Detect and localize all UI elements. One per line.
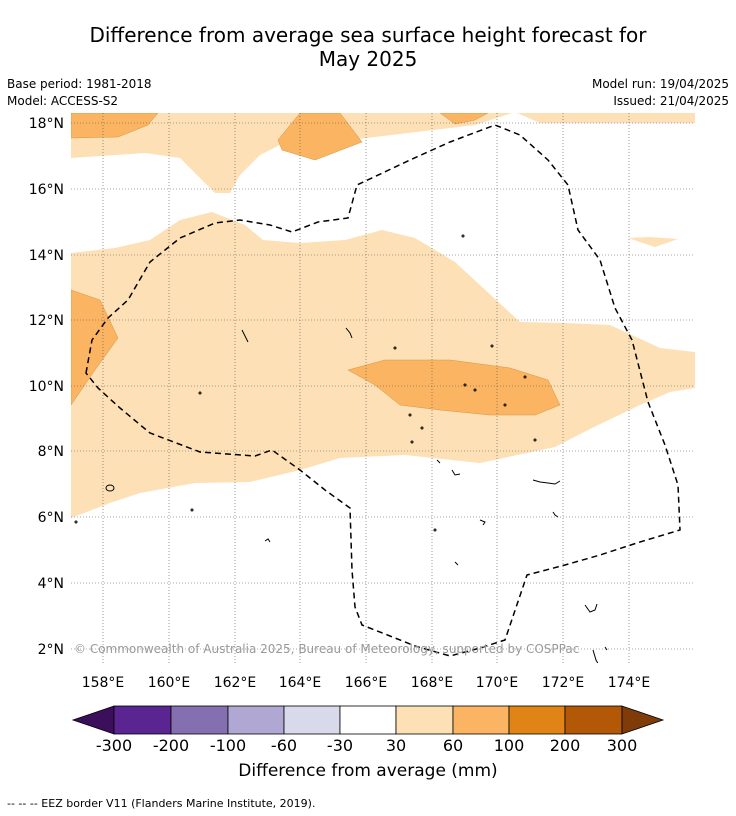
anomaly-area-60-100-ne bbox=[439, 113, 489, 125]
eez-border bbox=[85, 124, 681, 657]
colorbar-title: Difference from average (mm) bbox=[238, 761, 498, 781]
lat-label-16n: 16°N bbox=[29, 182, 64, 198]
colorbar-tick-label: -60 bbox=[270, 736, 298, 755]
colorbar-tick-label: -30 bbox=[326, 736, 354, 755]
lat-label-10n: 10°N bbox=[29, 379, 64, 395]
lon-label-164e: 164°E bbox=[279, 675, 322, 691]
lon-label-160e: 160°E bbox=[148, 675, 191, 691]
lat-label-2n: 2°N bbox=[38, 642, 64, 658]
anomaly-area-60-100-north bbox=[277, 113, 363, 161]
anomaly-area-60-100-central bbox=[347, 359, 561, 416]
colorbar-tick-label: -100 bbox=[209, 736, 247, 755]
colorbar-segment-1 bbox=[113, 705, 172, 735]
issued-label: Issued: 21/04/2025 bbox=[613, 94, 729, 108]
map-title-line2: May 2025 bbox=[318, 47, 418, 71]
anomaly-area-60-100-west bbox=[71, 289, 119, 406]
colorbar-segment-5 bbox=[339, 705, 397, 735]
lon-label-170e: 170°E bbox=[476, 675, 519, 691]
lat-label-14n: 14°N bbox=[29, 248, 64, 264]
lon-label-172e: 172°E bbox=[542, 675, 585, 691]
colorbar-tick-label: -200 bbox=[152, 736, 190, 755]
colorbar-segment-8 bbox=[508, 705, 566, 735]
colorbar-segment-9 bbox=[564, 705, 623, 735]
colorbar-segment-6 bbox=[395, 705, 454, 735]
colorbar-tick-label: 300 bbox=[606, 736, 638, 755]
colorbar-segment-4 bbox=[283, 705, 341, 735]
anomaly-area-30-60-east bbox=[628, 237, 678, 247]
island-outlines bbox=[74, 234, 608, 663]
lon-label-166e: 166°E bbox=[345, 675, 388, 691]
map-title-line1: Difference from average sea surface heig… bbox=[89, 23, 647, 47]
lat-label-6n: 6°N bbox=[38, 510, 64, 526]
lat-label-8n: 8°N bbox=[38, 444, 64, 460]
model-label: Model: ACCESS-S2 bbox=[7, 94, 119, 108]
anomaly-area-30-60-north bbox=[71, 113, 695, 193]
anomaly-area-60-100-nw bbox=[71, 113, 159, 139]
model-run-label: Model run: 19/04/2025 bbox=[591, 77, 729, 91]
base-period-label: Base period: 1981-2018 bbox=[7, 77, 152, 91]
lon-label-168e: 168°E bbox=[411, 675, 454, 691]
colorbar-segment-0 bbox=[71, 705, 115, 735]
colorbar-segment-3 bbox=[227, 705, 285, 735]
copyright-text: © Commonwealth of Australia 2025, Bureau… bbox=[74, 642, 579, 656]
lat-label-4n: 4°N bbox=[38, 576, 64, 592]
colorbar-segment-7 bbox=[452, 705, 510, 735]
colorbar-segment-2 bbox=[170, 705, 229, 735]
lat-label-18n: 18°N bbox=[29, 116, 64, 132]
graticule bbox=[71, 113, 695, 663]
lon-label-174e: 174°E bbox=[608, 675, 651, 691]
lat-label-12n: 12°N bbox=[29, 313, 64, 329]
colorbar-tick-label: 30 bbox=[385, 736, 407, 755]
eez-footnote: -- -- -- EEZ border V11 (Flanders Marine… bbox=[7, 797, 316, 810]
lon-label-158e: 158°E bbox=[82, 675, 125, 691]
colorbar-tick-label: -300 bbox=[95, 736, 133, 755]
colorbar-segment-10 bbox=[621, 705, 665, 735]
colorbar-tick-label: 60 bbox=[442, 736, 464, 755]
colorbar bbox=[71, 705, 665, 735]
colorbar-tick-label: 100 bbox=[493, 736, 525, 755]
lon-label-162e: 162°E bbox=[214, 675, 257, 691]
colorbar-tick-label: 200 bbox=[549, 736, 581, 755]
